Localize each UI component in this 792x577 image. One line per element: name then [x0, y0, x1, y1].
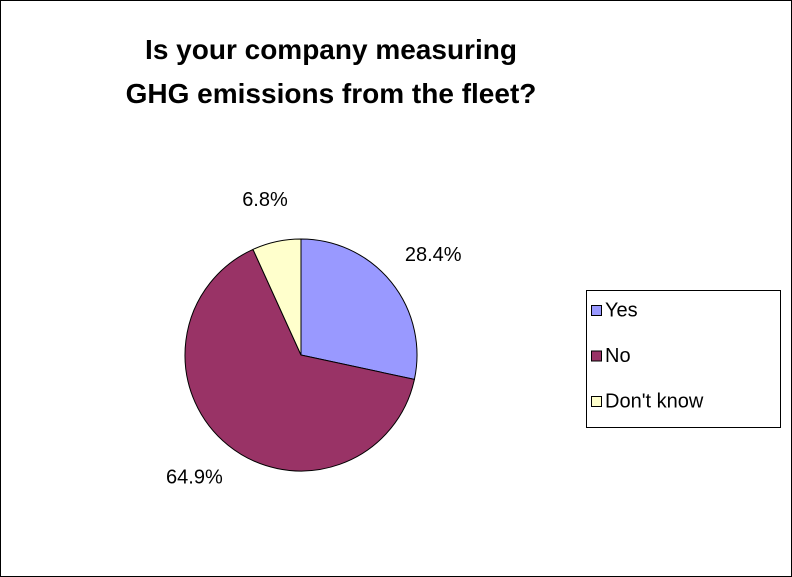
pie-slice: [252, 238, 302, 356]
pie-slice: [300, 238, 418, 380]
chart-title: Is your company measuring GHG emissions …: [125, 34, 537, 109]
legend-label: Don't know: [605, 390, 704, 412]
data-label: 28.4%: [405, 244, 462, 266]
legend-label: Yes: [605, 299, 638, 321]
legend-swatch: [591, 350, 602, 362]
pie-slice: [184, 248, 416, 472]
data-label: 6.8%: [242, 189, 288, 211]
legend-box: [586, 290, 781, 428]
legend-swatch: [591, 305, 602, 316]
data-label: 64.9%: [166, 466, 223, 488]
legend-swatch: [591, 396, 602, 407]
legend-label: No: [605, 345, 631, 367]
